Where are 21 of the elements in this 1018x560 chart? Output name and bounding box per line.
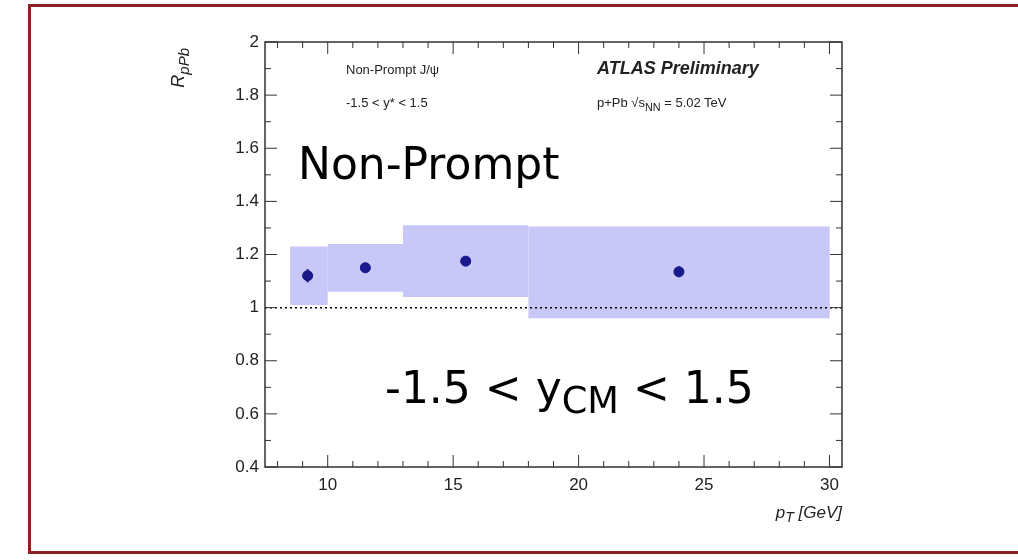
y-tick-label: 1.4 — [235, 191, 259, 211]
y-tick-label: 0.4 — [235, 456, 259, 476]
annotation: Non-Prompt — [298, 138, 560, 189]
x-axis-title: p$_{T}$ [GeV] — [775, 503, 842, 526]
annotation: p+Pb √s$_{NN}$ = 5.02 TeV — [597, 95, 727, 113]
annotation: -1.5 < y* < 1.5 — [346, 95, 428, 110]
x-tick-label: 30 — [820, 474, 839, 494]
annotation: ATLAS Preliminary — [597, 58, 759, 79]
x-tick-label: 25 — [694, 474, 714, 494]
x-tick-label: 20 — [569, 474, 589, 494]
annotation: -1.5 < y$_{CM}$ < 1.5 — [385, 362, 754, 422]
annotation: Non-Prompt J/ψ — [346, 62, 440, 77]
y-tick-label: 0.6 — [235, 403, 259, 423]
y-tick-label: 2 — [249, 31, 259, 51]
y-tick-label: 0.8 — [235, 350, 259, 370]
y-tick-label: 1.2 — [235, 244, 259, 264]
y-tick-label: 1.6 — [235, 137, 259, 157]
x-tick-label: 15 — [443, 474, 463, 494]
x-tick-label: 10 — [318, 474, 338, 494]
y-tick-label: 1.8 — [235, 84, 259, 104]
y-tick-label: 1 — [249, 297, 259, 317]
